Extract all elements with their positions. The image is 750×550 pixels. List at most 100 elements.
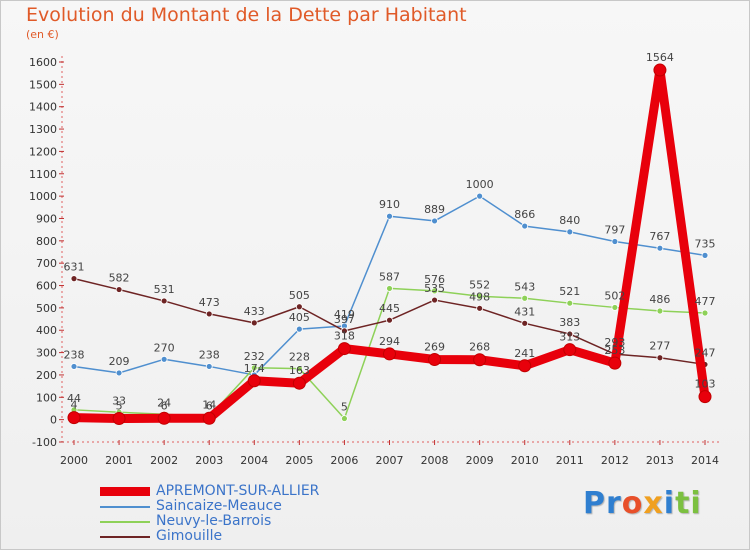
y-tick-label: 500	[36, 302, 57, 315]
brand-letter: i	[663, 486, 676, 521]
data-label: 24	[157, 396, 171, 409]
data-point	[476, 192, 484, 200]
brand-letter: x	[643, 486, 664, 521]
y-tick-label: 900	[36, 212, 57, 225]
x-tick-label: 2005	[285, 454, 313, 467]
data-label: 735	[695, 237, 716, 250]
data-point	[70, 363, 78, 370]
data-point	[701, 309, 709, 317]
data-label: 5	[116, 400, 123, 413]
data-label: 293	[604, 336, 625, 349]
y-tick-label: 300	[36, 347, 57, 360]
data-label: 44	[67, 392, 81, 405]
data-point	[473, 353, 487, 367]
data-point	[247, 374, 261, 388]
data-label: 521	[559, 285, 580, 298]
y-tick-label: 600	[36, 280, 57, 293]
data-label: 277	[649, 340, 670, 353]
data-label: 531	[154, 283, 175, 296]
legend-swatch	[100, 506, 150, 508]
data-label: 486	[649, 293, 670, 306]
x-tick-label: 2001	[105, 454, 133, 467]
data-point	[476, 304, 484, 312]
y-tick-label: 1500	[29, 78, 57, 91]
series-apremont-sur-allier	[67, 63, 712, 426]
x-tick-label: 2009	[466, 454, 494, 467]
data-label: 383	[559, 316, 580, 329]
brand-letter: P	[583, 486, 606, 521]
data-point	[205, 310, 213, 318]
data-label: 33	[112, 394, 126, 407]
y-tick-label: 700	[36, 257, 57, 270]
data-point	[428, 353, 442, 367]
data-point	[70, 275, 78, 283]
data-label: 269	[424, 341, 445, 354]
chart-title: Evolution du Montant de la Dette par Hab…	[26, 4, 467, 26]
chart-subtitle: (en €)	[26, 28, 59, 41]
data-point	[566, 299, 574, 307]
data-label: 473	[199, 296, 220, 309]
y-tick-label: 1000	[29, 190, 57, 203]
data-point	[701, 251, 709, 259]
brand-letter: o	[621, 486, 644, 521]
data-point	[656, 307, 664, 315]
data-label: 840	[559, 214, 580, 227]
data-label: 767	[649, 230, 670, 243]
data-point	[608, 356, 622, 370]
data-label: 431	[514, 305, 535, 318]
data-point	[292, 376, 306, 390]
data-label: 247	[695, 346, 716, 359]
y-tick-label: 0	[50, 414, 57, 427]
data-point	[341, 415, 348, 422]
brand-letter: i	[690, 486, 702, 521]
data-label: 587	[379, 270, 400, 283]
data-label: 270	[154, 341, 175, 354]
data-point	[521, 294, 529, 302]
legend-label: Neuvy-le-Barrois	[156, 513, 272, 529]
data-label: 502	[604, 289, 625, 302]
data-point	[295, 303, 303, 311]
x-tick-label: 2012	[601, 454, 629, 467]
data-point	[341, 327, 348, 335]
data-point	[205, 363, 213, 370]
x-tick-label: 2000	[60, 454, 88, 467]
series-saincaize-meauce	[70, 192, 709, 379]
data-point	[67, 411, 81, 425]
y-tick-label: 1400	[29, 101, 57, 114]
data-point	[160, 355, 168, 363]
data-point	[115, 286, 123, 293]
data-label: 797	[604, 223, 625, 236]
data-point	[337, 342, 351, 356]
y-tick-label: 100	[36, 391, 57, 404]
data-label: 445	[379, 302, 400, 315]
data-label: 889	[424, 203, 445, 216]
data-label: 866	[514, 208, 535, 221]
legend-swatch	[100, 521, 150, 523]
y-tick-label: 400	[36, 324, 57, 337]
data-label: 294	[379, 335, 400, 348]
x-tick-label: 2007	[376, 454, 404, 467]
point-labels: 4 5 6 6 174 163 318 294 269 268 241 313 253 1564 103 23…	[64, 51, 716, 413]
y-tick-label: 200	[36, 369, 57, 382]
data-label: 163	[289, 364, 310, 377]
data-label: 253	[604, 344, 625, 357]
data-point	[386, 316, 393, 324]
x-tick-label: 2006	[330, 454, 358, 467]
data-label: 576	[424, 273, 445, 286]
data-point	[157, 411, 171, 425]
data-label: 5	[341, 401, 348, 414]
data-point	[656, 354, 664, 362]
data-point	[431, 296, 438, 304]
data-label: 4	[71, 399, 78, 412]
data-point	[653, 63, 667, 77]
data-label: 397	[334, 313, 355, 326]
data-point	[115, 369, 123, 377]
brand-logo: Proxiti	[583, 486, 702, 521]
data-point	[698, 390, 712, 404]
data-point	[431, 217, 438, 225]
data-label: 1564	[646, 51, 674, 64]
data-label: 582	[109, 272, 130, 285]
data-point	[112, 412, 126, 426]
data-point	[383, 347, 396, 361]
